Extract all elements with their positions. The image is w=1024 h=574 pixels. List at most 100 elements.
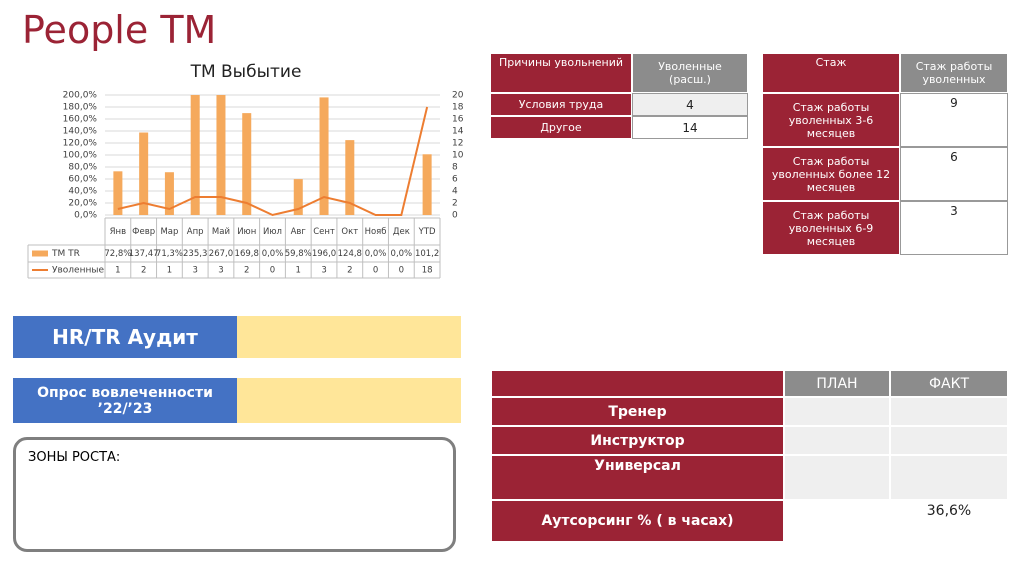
bar bbox=[293, 179, 303, 215]
data-label: 2 bbox=[244, 266, 249, 276]
data-label: 59,8% bbox=[285, 249, 312, 259]
data-label: 72,8% bbox=[104, 249, 131, 259]
header-cell: Стаж работы уволенных bbox=[900, 53, 1008, 93]
y2-tick-label: 12 bbox=[452, 139, 463, 149]
fact-cell bbox=[890, 397, 1008, 426]
fact-cell: 36,6% bbox=[890, 500, 1008, 542]
row-label: Стаж работы уволенных 3-6 месяцев bbox=[762, 93, 900, 147]
growth-zones: ЗОНЫ РОСТА: bbox=[13, 437, 456, 552]
data-label: 2 bbox=[347, 266, 352, 276]
plan-cell bbox=[784, 455, 890, 500]
y2-tick-label: 10 bbox=[452, 151, 464, 161]
y-tick-label: 80,0% bbox=[68, 163, 97, 173]
row-label: Стаж работы уволенных более 12 месяцев bbox=[762, 147, 900, 201]
tenure-table: Стаж Стаж работы уволенных Стаж работы уво… bbox=[762, 53, 1008, 255]
data-label: 1 bbox=[115, 266, 120, 276]
data-label: 169,8 bbox=[235, 249, 259, 259]
data-label: 0 bbox=[270, 266, 275, 276]
data-label: 1 bbox=[296, 266, 301, 276]
y2-tick-label: 14 bbox=[452, 127, 464, 137]
plan-cell bbox=[784, 397, 890, 426]
data-label: 0 bbox=[373, 266, 378, 276]
bar bbox=[190, 95, 200, 215]
header-cell: ПЛАН bbox=[784, 370, 890, 397]
data-label: 2 bbox=[141, 266, 146, 276]
legend-label: Уволенные bbox=[52, 266, 104, 276]
row-label: Условия труда bbox=[490, 93, 632, 116]
row-value: 14 bbox=[632, 116, 748, 139]
data-label: 137,47 bbox=[129, 249, 159, 259]
row-value: 4 bbox=[632, 93, 748, 116]
y2-tick-label: 16 bbox=[452, 115, 464, 125]
header-cell: Причины увольнений bbox=[490, 53, 632, 93]
x-tick-label: Авг bbox=[291, 227, 307, 237]
hr-audit: HR/TR Аудит bbox=[13, 316, 237, 358]
x-tick-label: Май bbox=[212, 227, 230, 237]
data-label: 0 bbox=[399, 266, 404, 276]
y-tick-label: 200,0% bbox=[63, 91, 98, 101]
data-label: 0,0% bbox=[391, 249, 413, 259]
bar bbox=[164, 172, 174, 215]
plan-table: ПЛАН ФАКТ Тренер Инструктор Универсал Аутсорс… bbox=[491, 370, 1008, 542]
y2-tick-label: 0 bbox=[452, 211, 458, 221]
y-tick-label: 160,0% bbox=[63, 115, 98, 125]
bar bbox=[319, 97, 329, 215]
y2-tick-label: 18 bbox=[452, 103, 464, 113]
row-label: Аутсорсинг % ( в часах) bbox=[491, 500, 784, 542]
legend-swatch bbox=[32, 250, 48, 257]
bar bbox=[345, 140, 355, 215]
y2-tick-label: 6 bbox=[452, 175, 458, 185]
y2-tick-label: 2 bbox=[452, 199, 458, 209]
data-label: 71,3% bbox=[156, 249, 183, 259]
fact-cell bbox=[890, 455, 1008, 500]
data-label: 101,2 bbox=[415, 249, 439, 259]
x-tick-label: Июл bbox=[263, 227, 282, 237]
y-tick-label: 0,0% bbox=[74, 211, 97, 221]
header-cell: Стаж bbox=[762, 53, 900, 93]
row-label: Тренер bbox=[491, 397, 784, 426]
y-tick-label: 120,0% bbox=[63, 139, 98, 149]
y-tick-label: 40,0% bbox=[68, 187, 97, 197]
slide-title: People TM bbox=[22, 8, 217, 52]
chart: TM Выбытие 0,0%20,0%40,0%60,0%80,0%100,0… bbox=[27, 62, 464, 279]
header-cell: Уволенные (расш.) bbox=[632, 53, 748, 93]
y-tick-label: 60,0% bbox=[68, 175, 97, 185]
bar bbox=[113, 171, 123, 215]
x-tick-label: Дек bbox=[393, 227, 410, 237]
y-tick-label: 180,0% bbox=[63, 103, 98, 113]
data-label: 267,0 bbox=[209, 249, 233, 259]
row-value: 9 bbox=[900, 93, 1008, 147]
data-label: 196,0 bbox=[312, 249, 336, 259]
y-tick-label: 140,0% bbox=[63, 127, 98, 137]
row-label: Инструктор bbox=[491, 426, 784, 455]
y2-tick-label: 8 bbox=[452, 163, 458, 173]
x-tick-label: Апр bbox=[187, 227, 204, 237]
x-tick-label: Янв bbox=[110, 227, 126, 237]
x-tick-label: Мар bbox=[160, 227, 178, 237]
plan-cell bbox=[784, 500, 890, 542]
bar bbox=[216, 95, 226, 215]
fact-cell bbox=[890, 426, 1008, 455]
row-label: Стаж работы уволенных 6-9 месяцев bbox=[762, 201, 900, 255]
data-label: 124,8 bbox=[338, 249, 362, 259]
plan-cell bbox=[784, 426, 890, 455]
survey: Опрос вовлеченности ’22/’23 bbox=[13, 378, 237, 423]
bar bbox=[422, 154, 432, 215]
hr-audit-value bbox=[237, 316, 461, 358]
data-label: 0,0% bbox=[262, 249, 284, 259]
data-label: 235,3 bbox=[183, 249, 207, 259]
data-label: 1 bbox=[167, 266, 172, 276]
x-tick-label: Февр bbox=[132, 227, 155, 237]
growth-zones-label: ЗОНЫ РОСТА: bbox=[28, 450, 121, 465]
legend-label: TM TR bbox=[51, 249, 80, 259]
x-tick-label: YTD bbox=[418, 227, 436, 237]
survey-value bbox=[237, 378, 461, 423]
bar bbox=[242, 113, 252, 215]
data-label: 18 bbox=[422, 266, 433, 276]
chart-title: TM Выбытие bbox=[190, 62, 302, 82]
y-tick-label: 20,0% bbox=[68, 199, 97, 209]
row-label: Другое bbox=[490, 116, 632, 139]
line bbox=[117, 106, 429, 217]
data-label: 3 bbox=[321, 266, 326, 276]
